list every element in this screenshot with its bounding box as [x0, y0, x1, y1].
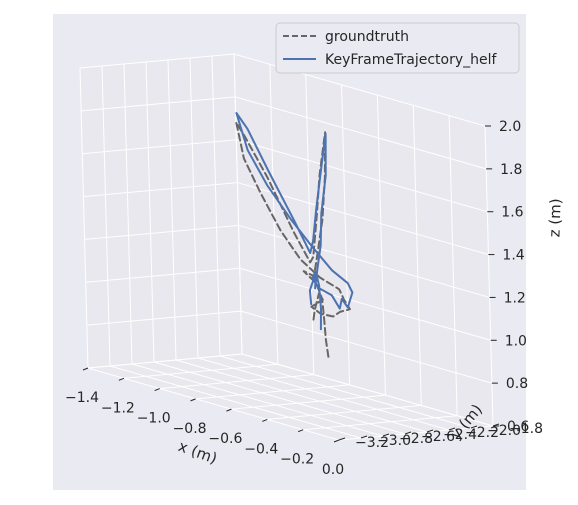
z-tick-label: 1.4 — [502, 248, 524, 264]
axis-ticks: −1.4−1.2−1.0−0.8−0.6−0.4−0.20.0−3.2−3.0−… — [65, 119, 543, 478]
legend: groundtruth KeyFrameTrajectory_helf — [275, 22, 520, 74]
axis-panes — [80, 54, 493, 440]
grid-line-x-back — [305, 74, 315, 375]
grid-line-y-floor — [87, 367, 340, 441]
grid-line-z-back — [236, 139, 488, 213]
grid-line-x-floor — [159, 374, 314, 390]
grid-line-y-floor — [175, 359, 428, 433]
x-tick-mark — [297, 429, 304, 433]
z-tick-label: 2.0 — [499, 119, 521, 135]
z-axis-label: z (m) — [545, 198, 564, 238]
grid-line-z-back — [239, 267, 491, 341]
z-tick-label: 1.8 — [500, 162, 522, 178]
grid-line-y-floor — [109, 365, 362, 439]
grid-line-y-floor — [153, 361, 406, 435]
grid-line-y-wall — [101, 65, 111, 367]
x-tick-mark — [226, 408, 232, 412]
left-wall-pane — [80, 54, 242, 368]
x-tick-label: −0.2 — [280, 452, 314, 468]
y-tick-mark — [360, 435, 368, 439]
grid-line-z-left — [84, 224, 239, 240]
y-tick-label: −2.4 — [443, 427, 477, 443]
x-tick-label: −0.4 — [244, 441, 278, 457]
series-line-0 — [235, 121, 351, 358]
grid-line-y-floor — [197, 357, 450, 431]
grid-line-z-left — [83, 182, 238, 198]
y-tick-mark — [470, 425, 478, 429]
grid-line-y-wall — [233, 53, 243, 355]
grid-line-z-back — [240, 310, 492, 384]
x-tick-mark — [333, 439, 340, 443]
grid-line-x-back — [341, 84, 351, 385]
x-tick-mark — [154, 388, 160, 392]
z-tick-label: 0.8 — [506, 376, 528, 392]
grid-line-x-floor — [123, 363, 278, 379]
grid-line-y-wall — [189, 57, 199, 359]
grid-line-y-wall — [167, 59, 177, 361]
grid-line-y-wall — [145, 61, 155, 363]
y-tick-mark — [426, 429, 434, 433]
y-tick-label: −3.0 — [377, 433, 411, 449]
grid-line-x-back — [376, 95, 386, 396]
y-tick-label: −3.2 — [355, 435, 389, 451]
y-tick-label: −2.2 — [465, 425, 499, 441]
grid-line-x-floor — [303, 415, 458, 431]
grid-line-z-left — [87, 353, 243, 369]
grid-line-x-floor — [338, 425, 494, 441]
grid-line-y-floor — [219, 355, 472, 429]
legend-label-groundtruth: groundtruth — [325, 29, 409, 45]
x-tick-label: −1.4 — [65, 390, 99, 406]
grid-line-x-floor — [231, 394, 386, 410]
grid-line-x-back — [269, 64, 279, 365]
back-wall-pane — [234, 54, 493, 426]
grid-line-z-back — [241, 353, 494, 427]
grid-line-z-back — [235, 96, 487, 170]
x-tick-mark — [262, 418, 268, 422]
x-tick-mark — [82, 367, 89, 371]
y-tick-label: −2.0 — [487, 423, 521, 439]
grid-line-y-wall — [211, 55, 221, 357]
x-tick-label: −0.8 — [173, 421, 207, 437]
grid-line-y-wall — [123, 63, 133, 365]
x-tick-mark — [118, 377, 125, 381]
grid-line-z-back — [237, 182, 489, 256]
y-tick-mark — [338, 437, 346, 441]
y-tick-label: −2.6 — [421, 429, 455, 445]
floor-pane — [88, 354, 493, 440]
grid-line-x-floor — [195, 384, 350, 400]
grid-line-x-back — [448, 115, 458, 416]
z-tick-label: 1.0 — [505, 333, 527, 349]
x-tick-label: −1.0 — [137, 411, 171, 427]
grid-lines — [79, 53, 494, 441]
y-tick-mark — [404, 431, 412, 435]
x-tick-label: 0.0 — [322, 462, 344, 478]
legend-box — [275, 22, 520, 74]
y-tick-mark — [382, 433, 390, 437]
data-series — [235, 112, 354, 358]
z-tick-label: 0.6 — [507, 419, 529, 435]
grid-line-x-back — [484, 125, 494, 427]
grid-line-z-left — [79, 53, 235, 69]
x-tick-mark — [190, 398, 196, 402]
z-tick-label: 1.6 — [501, 205, 523, 221]
y-tick-mark — [448, 427, 456, 431]
grid-line-z-left — [86, 310, 241, 326]
z-tick-label: 1.2 — [504, 290, 526, 306]
grid-line-z-left — [85, 267, 240, 283]
legend-label-keyframe: KeyFrameTrajectory_helf — [325, 52, 498, 68]
x-tick-label: −1.2 — [101, 400, 135, 416]
x-tick-label: −0.6 — [208, 431, 242, 447]
grid-line-x-floor — [267, 404, 422, 420]
grid-line-x-back — [412, 105, 422, 406]
grid-line-y-wall — [79, 67, 89, 369]
y-tick-label: −1.8 — [509, 421, 543, 437]
grid-line-z-left — [82, 139, 237, 155]
series-line-1 — [235, 112, 354, 331]
grid-line-z-left — [81, 96, 236, 112]
grid-line-z-back — [238, 224, 490, 298]
y-tick-label: −2.8 — [399, 431, 433, 447]
grid-line-y-floor — [131, 363, 384, 437]
